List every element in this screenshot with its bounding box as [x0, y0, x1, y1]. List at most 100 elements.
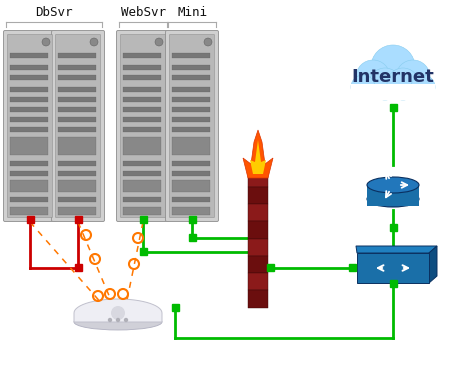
Bar [349, 264, 356, 271]
Circle shape [116, 318, 120, 322]
Bar [123, 197, 161, 202]
Bar [58, 127, 96, 132]
Bar [267, 264, 274, 271]
Bar [10, 117, 48, 122]
Circle shape [356, 60, 390, 94]
Circle shape [387, 68, 419, 100]
Bar [123, 97, 161, 102]
Bar [58, 97, 96, 102]
Bar [10, 207, 48, 215]
Polygon shape [356, 246, 437, 253]
Bar [367, 185, 419, 199]
Bar [123, 107, 161, 112]
Bar [10, 197, 48, 202]
Circle shape [124, 318, 128, 322]
Circle shape [369, 68, 401, 100]
Bar [189, 216, 196, 223]
Bar [248, 187, 268, 204]
Bar [172, 65, 210, 70]
Bar [123, 180, 161, 192]
Bar [10, 127, 48, 132]
Bar [390, 104, 397, 111]
Bar [390, 280, 397, 287]
FancyBboxPatch shape [169, 35, 214, 217]
Bar [123, 161, 161, 166]
Bar [172, 304, 179, 311]
Bar [58, 180, 96, 192]
Bar [123, 117, 161, 122]
Bar [123, 137, 161, 155]
Bar [75, 216, 82, 223]
Bar [10, 65, 48, 70]
FancyBboxPatch shape [117, 30, 169, 221]
Bar [58, 53, 96, 58]
Bar [248, 204, 268, 221]
Polygon shape [250, 140, 266, 174]
Bar [172, 207, 210, 215]
Polygon shape [243, 130, 273, 178]
Bar [75, 264, 82, 271]
FancyBboxPatch shape [165, 30, 219, 221]
Bar [248, 256, 268, 273]
Bar [10, 75, 48, 80]
Bar [58, 137, 96, 155]
Ellipse shape [367, 191, 419, 207]
Circle shape [396, 60, 430, 94]
Bar [248, 239, 268, 256]
Bar [58, 207, 96, 215]
FancyBboxPatch shape [56, 35, 100, 217]
Bar [10, 97, 48, 102]
Bar [172, 137, 210, 155]
Bar [140, 248, 147, 255]
Bar [172, 197, 210, 202]
Bar [10, 180, 48, 192]
Bar [248, 170, 268, 187]
Bar [123, 127, 161, 132]
Circle shape [90, 38, 98, 46]
Bar [172, 53, 210, 58]
Bar [123, 171, 161, 176]
Text: Mini: Mini [177, 6, 207, 19]
Bar [367, 192, 419, 206]
FancyBboxPatch shape [7, 35, 52, 217]
Circle shape [111, 306, 125, 320]
Bar [10, 107, 48, 112]
Bar [172, 97, 210, 102]
Bar [27, 216, 34, 223]
Bar [123, 65, 161, 70]
Ellipse shape [367, 177, 419, 193]
Bar [172, 87, 210, 92]
Text: Internet: Internet [351, 68, 434, 86]
Bar [172, 107, 210, 112]
Bar [58, 87, 96, 92]
Bar [248, 290, 268, 308]
Text: WebSvr: WebSvr [120, 6, 165, 19]
Bar [248, 221, 268, 239]
Bar [58, 171, 96, 176]
Bar [172, 171, 210, 176]
Circle shape [411, 75, 435, 99]
Ellipse shape [74, 314, 162, 330]
FancyBboxPatch shape [51, 30, 105, 221]
Bar [172, 180, 210, 192]
Text: DbSvr: DbSvr [35, 6, 73, 19]
Bar [58, 117, 96, 122]
Bar [189, 234, 196, 241]
Circle shape [371, 45, 415, 89]
Bar [248, 273, 268, 290]
Polygon shape [74, 299, 162, 322]
Bar [172, 127, 210, 132]
Bar [10, 87, 48, 92]
Circle shape [155, 38, 163, 46]
Bar [123, 207, 161, 215]
Bar [58, 161, 96, 166]
Bar [10, 161, 48, 166]
Bar [10, 171, 48, 176]
Bar [351, 84, 435, 100]
Bar [10, 137, 48, 155]
Bar [140, 216, 147, 223]
Circle shape [42, 38, 50, 46]
Bar [172, 117, 210, 122]
Bar [357, 253, 429, 283]
Circle shape [204, 38, 212, 46]
